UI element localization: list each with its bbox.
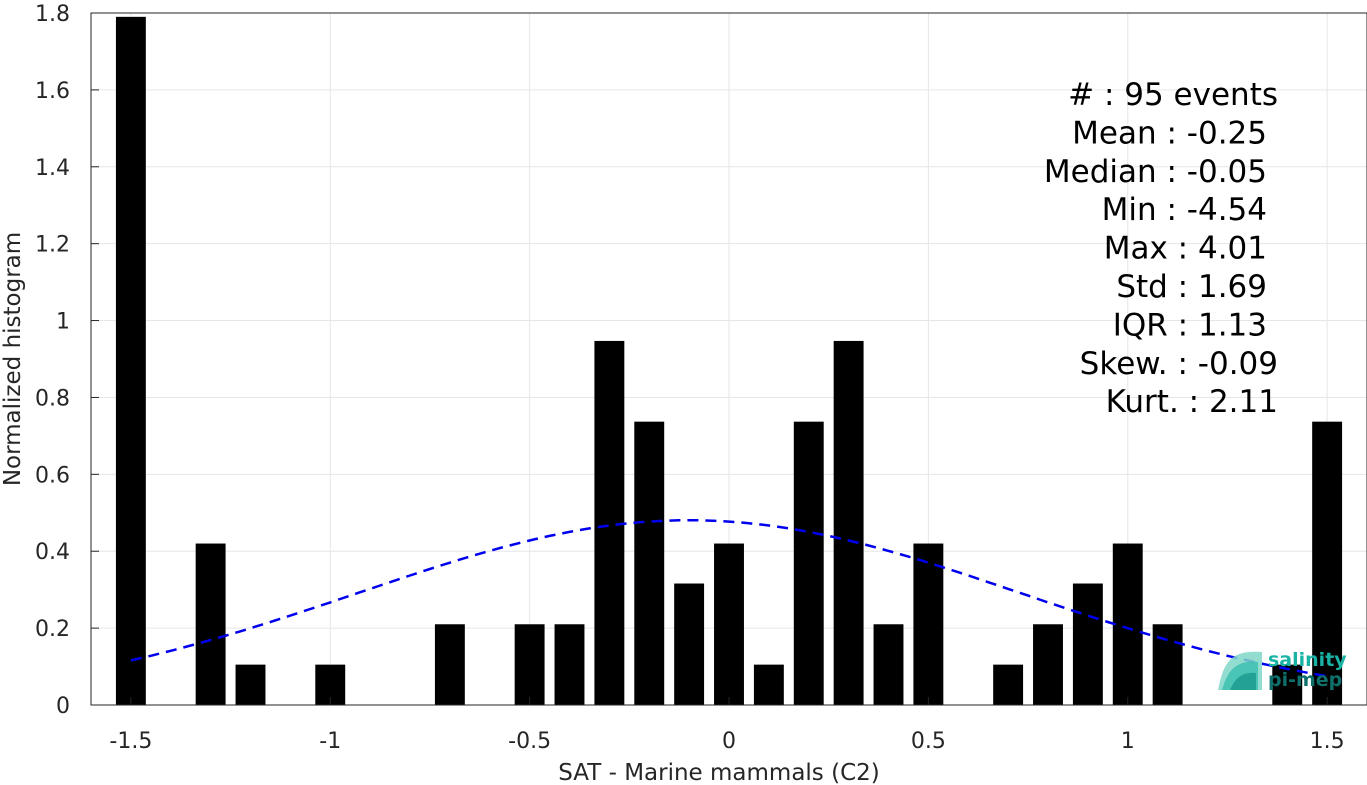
stats-line: Skew. : -0.09: [1080, 346, 1278, 382]
x-axis-title: SAT - Marine mammals (C2): [558, 760, 880, 785]
stats-line: Max : 4.01: [1104, 231, 1267, 267]
histogram-bar: [1033, 624, 1063, 705]
x-tick-label: 0: [722, 729, 736, 754]
x-tick-label: 0.5: [911, 729, 946, 754]
logo-text-pi-mep: pi-mep: [1268, 669, 1342, 691]
histogram-bar: [235, 664, 266, 705]
histogram-bar: [674, 583, 705, 705]
stats-line: IQR : 1.13: [1113, 307, 1267, 343]
salinity-pi-mep-logo: salinity pi-mep: [1218, 649, 1347, 691]
histogram-bar: [873, 624, 904, 705]
histogram-bars: [115, 16, 1343, 706]
stats-line: Std : 1.69: [1116, 269, 1267, 305]
y-tick-label: 0.4: [35, 540, 70, 565]
histogram-bar: [993, 664, 1024, 705]
logo-wave-icon: [1218, 651, 1262, 690]
histogram-bar: [753, 664, 784, 705]
y-tick-label: 0.8: [35, 386, 70, 411]
y-axis-ticks: 0 0.2 0.4 0.6 0.8 1 1.2 1.4 1.6 1.8: [35, 2, 99, 719]
histogram-bar: [634, 421, 665, 705]
y-tick-label: 1.2: [35, 233, 70, 258]
histogram-bar: [514, 624, 545, 705]
y-tick-label: 1.8: [35, 2, 70, 27]
stats-line: # : 95 events: [1068, 77, 1278, 113]
y-tick-label: 1.6: [35, 79, 70, 104]
x-tick-label: -1: [319, 729, 341, 754]
x-tick-label: 1: [1121, 729, 1135, 754]
x-tick-label: -1.5: [109, 729, 152, 754]
stats-line: Kurt. : 2.11: [1106, 384, 1278, 420]
histogram-bar: [1072, 583, 1103, 705]
x-tick-label: 1.5: [1310, 729, 1345, 754]
y-tick-label: 0: [56, 694, 70, 719]
histogram-bar: [793, 421, 824, 705]
x-axis-ticks: -1.5 -1 -0.5 0 0.5 1 1.5: [109, 697, 1345, 754]
normal-fit-curve: [130, 518, 1328, 678]
logo-text-salinity: salinity: [1268, 649, 1347, 671]
histogram-bar: [1112, 543, 1143, 705]
y-tick-label: 0.2: [35, 617, 70, 642]
stats-line: Median : -0.05: [1044, 154, 1267, 190]
y-tick-label: 0.6: [35, 463, 70, 488]
histogram-bar: [115, 16, 146, 706]
y-tick-label: 1.4: [35, 156, 70, 181]
y-axis-title: Normalized histogram: [0, 232, 26, 486]
histogram-bar: [594, 340, 625, 705]
histogram-bar: [714, 543, 744, 705]
histogram-bar: [1312, 421, 1343, 705]
histogram-bar: [434, 624, 465, 705]
histogram-bar: [195, 543, 226, 705]
histogram-bar: [833, 340, 864, 705]
stats-line: Min : -4.54: [1102, 192, 1267, 228]
histogram-bar: [913, 543, 944, 705]
y-tick-label: 1: [56, 310, 70, 335]
histogram-bar: [554, 624, 585, 705]
x-tick-label: -0.5: [508, 729, 551, 754]
stats-line: Mean : -0.25: [1072, 115, 1267, 151]
